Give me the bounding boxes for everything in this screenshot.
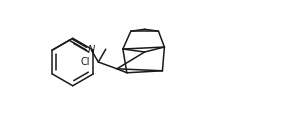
Text: N: N bbox=[87, 45, 95, 55]
Text: Cl: Cl bbox=[81, 57, 90, 67]
